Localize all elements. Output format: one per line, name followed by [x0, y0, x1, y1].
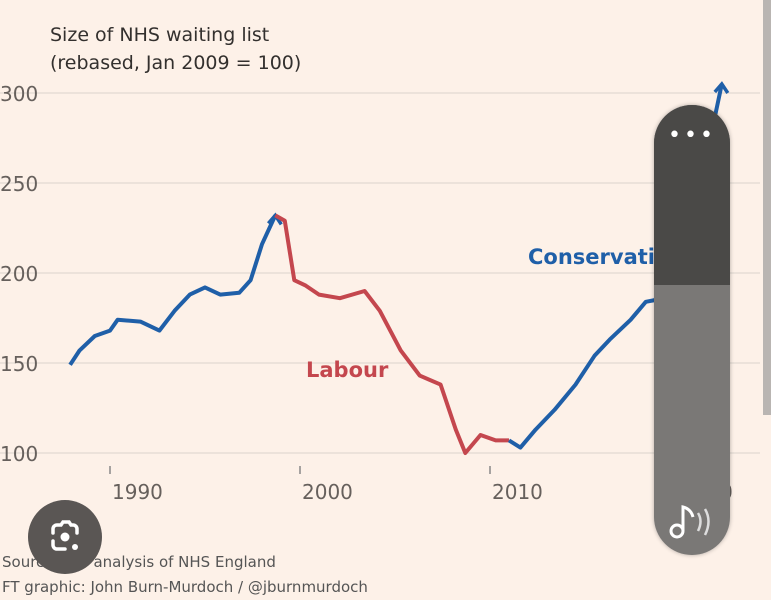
x-tick-label: 2000: [302, 480, 353, 504]
google-lens-icon: [51, 520, 79, 551]
y-tick-label: 200: [0, 262, 38, 286]
series-arrow: [713, 81, 730, 94]
volume-slider[interactable]: •••: [654, 105, 730, 555]
volume-empty-track: [654, 105, 730, 285]
x-tick-label: 2010: [492, 480, 543, 504]
google-lens-button[interactable]: [28, 500, 102, 574]
x-tick-label: 1990: [112, 480, 163, 504]
chart-subtitle: (rebased, Jan 2009 = 100): [50, 52, 302, 74]
chart-title: Size of NHS waiting list: [50, 24, 270, 46]
series-line-1: [274, 213, 509, 455]
credit-note: FT graphic: John Burn-Murdoch / @jburnmu…: [2, 578, 368, 596]
y-tick-label: 100: [0, 442, 38, 466]
more-dots-icon[interactable]: •••: [668, 123, 716, 148]
y-tick-label: 250: [0, 172, 38, 196]
y-tick-label: 300: [0, 82, 38, 106]
series-line-0: [68, 214, 278, 366]
music-note-icon[interactable]: [668, 501, 716, 541]
scrollbar[interactable]: [763, 0, 771, 415]
annotation-label: Labour: [306, 358, 389, 382]
y-tick-label: 150: [0, 352, 38, 376]
